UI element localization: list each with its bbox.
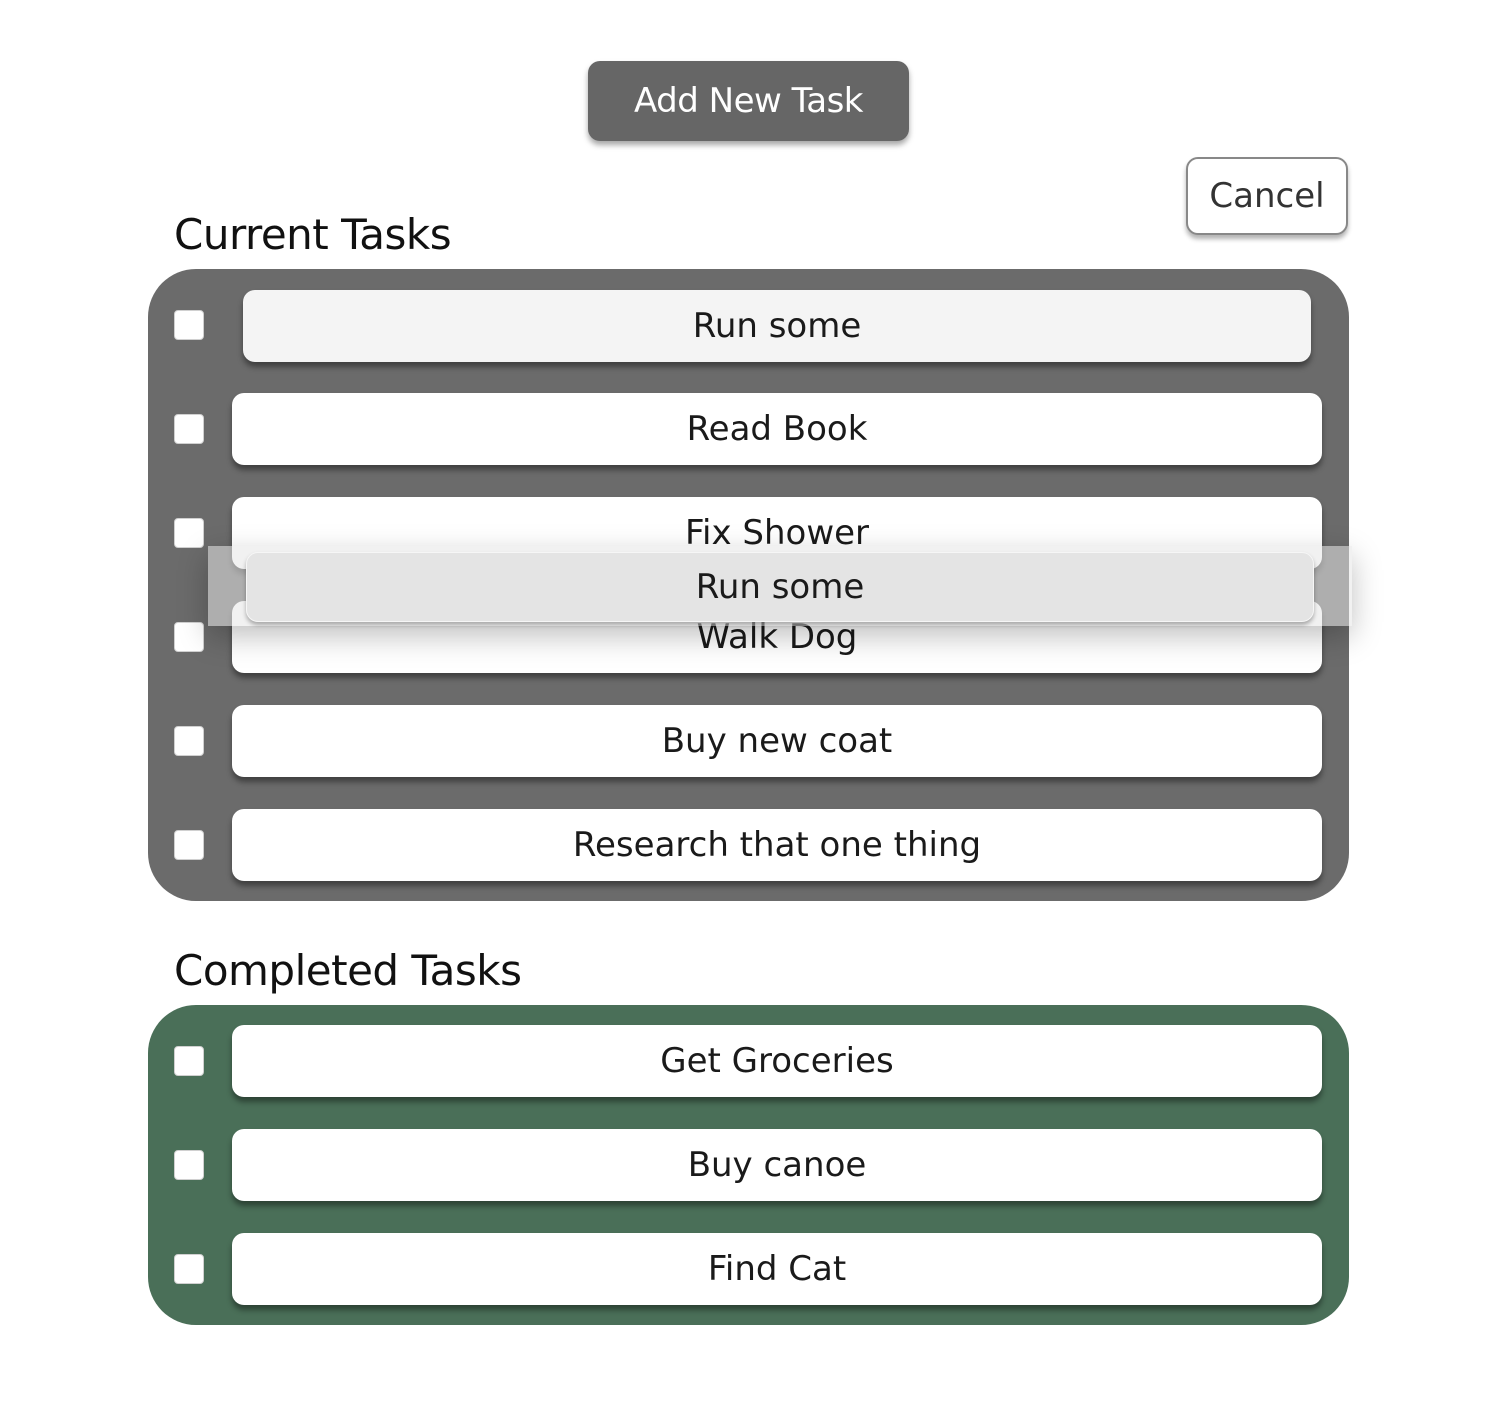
task-checkbox[interactable]	[174, 1046, 204, 1076]
task-checkbox[interactable]	[174, 1150, 204, 1180]
completed-tasks-panel: Get Groceries Buy canoe Find Cat	[148, 1005, 1349, 1325]
task-item[interactable]: Find Cat	[232, 1233, 1322, 1305]
completed-tasks-heading: Completed Tasks	[174, 946, 522, 995]
task-item[interactable]: Read Book	[232, 393, 1322, 465]
current-tasks-heading: Current Tasks	[174, 210, 452, 259]
task-item[interactable]: Get Groceries	[232, 1025, 1322, 1097]
task-checkbox[interactable]	[174, 1254, 204, 1284]
add-new-task-button[interactable]: Add New Task	[588, 61, 909, 141]
task-checkbox[interactable]	[174, 310, 204, 340]
task-item[interactable]: Research that one thing	[232, 809, 1322, 881]
task-item[interactable]: Buy canoe	[232, 1129, 1322, 1201]
task-checkbox[interactable]	[174, 622, 204, 652]
task-item-placeholder[interactable]: Run some	[243, 290, 1311, 362]
task-checkbox[interactable]	[174, 414, 204, 444]
task-checkbox[interactable]	[174, 830, 204, 860]
cancel-button[interactable]: Cancel	[1186, 157, 1348, 235]
task-checkbox[interactable]	[174, 518, 204, 548]
drag-preview[interactable]: Run some	[208, 546, 1352, 626]
task-item[interactable]: Buy new coat	[232, 705, 1322, 777]
task-checkbox[interactable]	[174, 726, 204, 756]
dragged-task-item[interactable]: Run some	[246, 552, 1314, 622]
